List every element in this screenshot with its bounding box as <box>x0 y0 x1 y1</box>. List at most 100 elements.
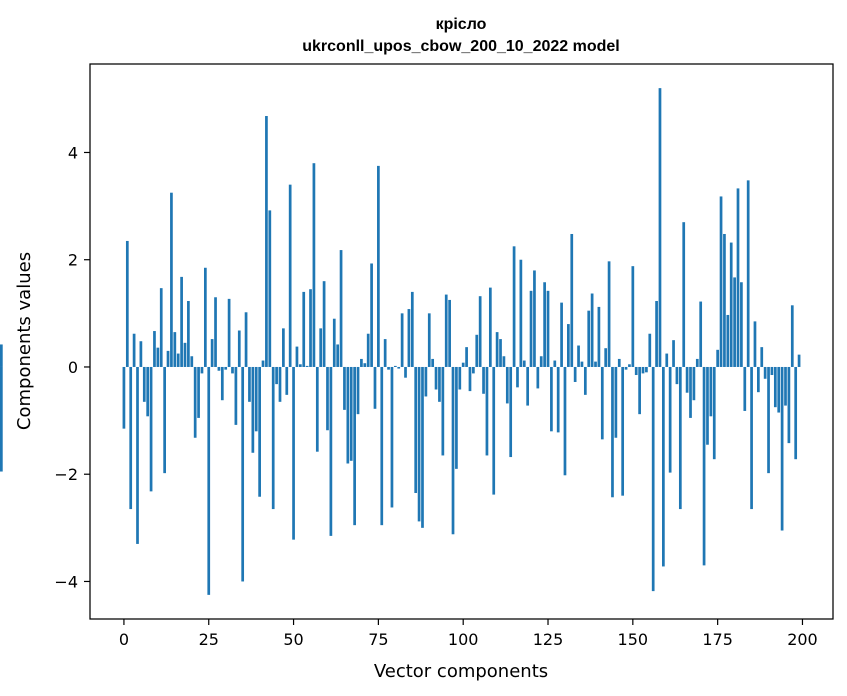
bar-169 <box>695 358 699 367</box>
x-tick-label: 100 <box>448 630 479 649</box>
bar-111 <box>499 339 502 367</box>
bar-9 <box>153 331 156 367</box>
bar-75 <box>377 165 380 367</box>
bar-18 <box>183 342 187 367</box>
bar-50 <box>292 366 295 540</box>
bar-7 <box>146 366 150 417</box>
bar-141 <box>600 366 604 440</box>
bar-36 <box>244 312 248 367</box>
bar-102 <box>468 366 472 392</box>
x-tick-label: 200 <box>787 630 818 649</box>
plot-frame <box>89 63 834 620</box>
x-axis-label: Vector components <box>374 661 548 682</box>
bar-51 <box>295 346 299 367</box>
bar-79 <box>390 366 394 508</box>
bar-119 <box>526 366 530 406</box>
bar-97 <box>451 366 455 535</box>
bar-82 <box>400 313 404 367</box>
bar-143 <box>607 261 611 367</box>
bar-154 <box>645 366 648 373</box>
bar-47 <box>282 328 285 367</box>
bar-181 <box>736 188 740 367</box>
bar-138 <box>590 293 594 367</box>
bar-17 <box>180 276 183 367</box>
bar-71 <box>363 363 367 367</box>
bar-171 <box>702 366 706 566</box>
bar-19 <box>187 301 190 367</box>
bar-83 <box>404 366 407 378</box>
bar-170 <box>699 301 703 367</box>
bar-162 <box>672 340 675 367</box>
bar-98 <box>455 366 458 469</box>
bar-undefined <box>0 366 3 472</box>
bar-2 <box>129 366 133 510</box>
bar-136 <box>583 366 587 395</box>
bar-146 <box>617 358 621 367</box>
bar-8 <box>149 366 153 492</box>
bar-80 <box>393 365 397 367</box>
bar-107 <box>485 366 489 456</box>
bar-66 <box>346 366 350 464</box>
y-axis-label: Components values <box>14 252 35 430</box>
bar-176 <box>719 196 723 367</box>
bar-74 <box>373 366 377 409</box>
bar-189 <box>763 366 767 379</box>
bar-117 <box>519 259 523 367</box>
bar-39 <box>254 366 258 432</box>
bar-5 <box>139 341 143 367</box>
bar-53 <box>302 291 306 367</box>
bar-64 <box>339 250 343 367</box>
bar-77 <box>383 339 387 367</box>
bar-96 <box>448 299 451 367</box>
bar-182 <box>740 282 743 367</box>
x-tick-label: 25 <box>199 630 219 649</box>
bar-86 <box>414 366 418 493</box>
bar-123 <box>539 356 543 367</box>
bar-38 <box>251 366 255 453</box>
bar-92 <box>434 366 438 390</box>
bar-28 <box>217 366 221 371</box>
bar-0 <box>122 366 126 429</box>
bar-175 <box>716 349 720 367</box>
bar-99 <box>458 366 462 390</box>
bar-178 <box>726 314 730 367</box>
bar-24 <box>203 267 207 367</box>
bar-193 <box>777 366 781 413</box>
bar-52 <box>298 364 302 367</box>
bar-177 <box>723 233 726 367</box>
bar-161 <box>668 366 672 473</box>
bar-68 <box>353 366 356 526</box>
bar-160 <box>665 353 669 367</box>
bar-41 <box>261 360 265 367</box>
bar-127 <box>553 360 557 367</box>
y-tick-label: 4 <box>68 143 78 162</box>
bar-130 <box>563 366 567 476</box>
bar-159 <box>662 366 665 567</box>
bar-185 <box>750 366 753 510</box>
bar-137 <box>587 310 591 367</box>
bar-118 <box>522 360 526 367</box>
bar-164 <box>678 366 682 510</box>
bar-31 <box>227 298 231 367</box>
bar-3 <box>132 333 136 367</box>
bar-110 <box>495 332 499 367</box>
bar-16 <box>176 353 180 367</box>
bar-125 <box>546 290 550 367</box>
y-tick-label: −2 <box>54 465 78 484</box>
bar-85 <box>410 291 414 367</box>
bar-163 <box>675 366 679 385</box>
bar-93 <box>438 366 441 402</box>
bar-166 <box>685 366 689 393</box>
bar-126 <box>550 366 553 432</box>
bar-156 <box>651 366 655 592</box>
bar-20 <box>190 356 194 367</box>
bar-33 <box>234 366 238 425</box>
bar-45 <box>275 366 278 385</box>
bar-76 <box>380 366 384 526</box>
bar-23 <box>200 366 204 374</box>
bar-94 <box>441 366 445 456</box>
bar-139 <box>594 361 597 367</box>
bar-168 <box>692 366 696 401</box>
bar-142 <box>604 348 608 367</box>
